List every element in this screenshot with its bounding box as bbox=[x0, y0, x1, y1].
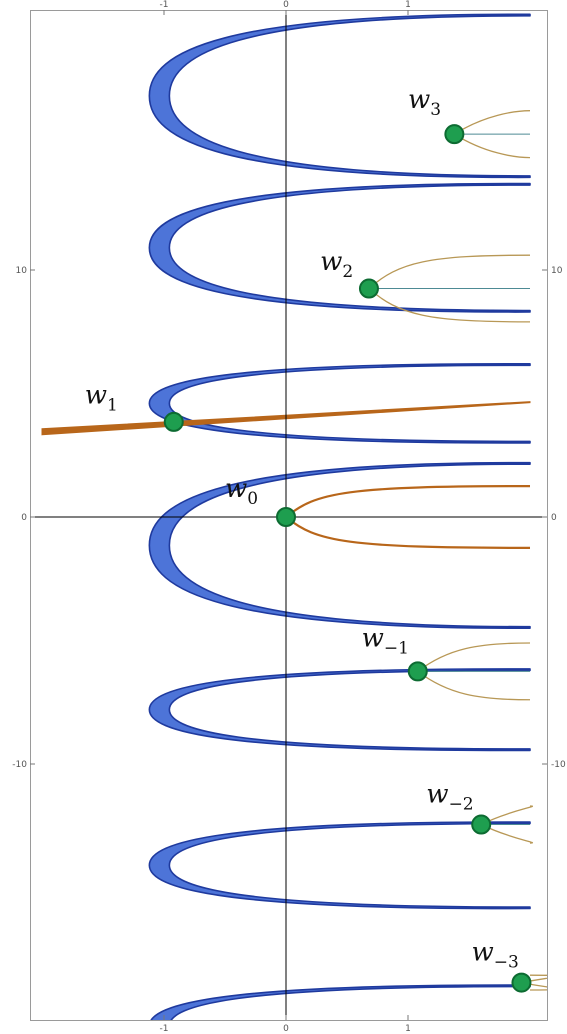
branch-point-w_0 bbox=[276, 507, 296, 527]
branch-point-w_1 bbox=[163, 411, 184, 432]
branch-point-w_3 bbox=[444, 124, 465, 145]
point-label-subscript: −3 bbox=[494, 952, 519, 972]
blue-band-2 bbox=[148, 363, 531, 444]
branch-lower-3 bbox=[285, 516, 531, 549]
point-label-base: w bbox=[85, 380, 107, 410]
branch-point-w_-1 bbox=[407, 661, 428, 682]
point-label-w_0: w0 bbox=[225, 474, 258, 509]
branch-point-w_2 bbox=[358, 278, 379, 299]
x-tick-label-bottom-2: 1 bbox=[405, 1024, 411, 1034]
x-tick-label-bottom-0: -1 bbox=[160, 1024, 169, 1034]
y-tick-label-right-1: 0 bbox=[551, 513, 557, 523]
branch-upper-4 bbox=[417, 642, 531, 672]
point-label-subscript: 3 bbox=[430, 100, 441, 120]
point-label-w_-2: w−2 bbox=[426, 779, 473, 814]
y-tick-label-left-2: -10 bbox=[12, 760, 27, 770]
y-tick-label-right-0: 10 bbox=[551, 266, 563, 276]
branch-upper-1 bbox=[368, 254, 531, 290]
x-tick-label-top-2: 1 bbox=[405, 0, 411, 10]
point-label-base: w bbox=[408, 85, 430, 115]
y-tick-label-left-0: 10 bbox=[16, 266, 28, 276]
y-tick-label-left-1: 0 bbox=[21, 513, 27, 523]
point-label-base: w bbox=[320, 247, 342, 277]
point-label-base: w bbox=[362, 624, 384, 654]
point-label-w_2: w2 bbox=[320, 247, 353, 282]
point-label-subscript: 2 bbox=[342, 262, 353, 282]
point-label-w_-3: w−3 bbox=[471, 937, 518, 972]
blue-band-5 bbox=[148, 821, 531, 910]
blue-band-1 bbox=[148, 182, 531, 313]
point-label-base: w bbox=[471, 937, 493, 967]
point-label-subscript: 0 bbox=[247, 489, 258, 509]
branch-lower-0 bbox=[454, 133, 531, 159]
point-label-w_1: w1 bbox=[85, 380, 118, 415]
y-tick-label-right-2: -10 bbox=[551, 760, 566, 770]
branch-point-w_-2 bbox=[471, 814, 492, 835]
branch-lower-4 bbox=[417, 670, 531, 701]
blue-band-3 bbox=[148, 461, 531, 629]
x-tick-label-bottom-1: 0 bbox=[283, 1024, 289, 1034]
branch-lower-1 bbox=[368, 288, 531, 323]
branch-upper-0 bbox=[454, 110, 531, 135]
x-tick-label-top-1: 0 bbox=[283, 0, 289, 10]
point-label-subscript: −1 bbox=[384, 639, 409, 659]
blue-band-6 bbox=[150, 984, 531, 1020]
blue-band-0 bbox=[148, 13, 531, 179]
point-label-subscript: −2 bbox=[449, 794, 474, 814]
points-layer bbox=[163, 124, 532, 993]
point-label-base: w bbox=[426, 779, 448, 809]
branch-upper-3 bbox=[285, 485, 531, 518]
x-tick-label-top-0: -1 bbox=[160, 0, 169, 10]
point-label-base: w bbox=[225, 474, 247, 504]
point-label-w_3: w3 bbox=[408, 85, 441, 120]
point-label-subscript: 1 bbox=[107, 395, 118, 415]
point-label-w_-1: w−1 bbox=[362, 624, 409, 659]
branch-point-w_-3 bbox=[511, 972, 532, 993]
blue-band-4 bbox=[148, 668, 531, 752]
